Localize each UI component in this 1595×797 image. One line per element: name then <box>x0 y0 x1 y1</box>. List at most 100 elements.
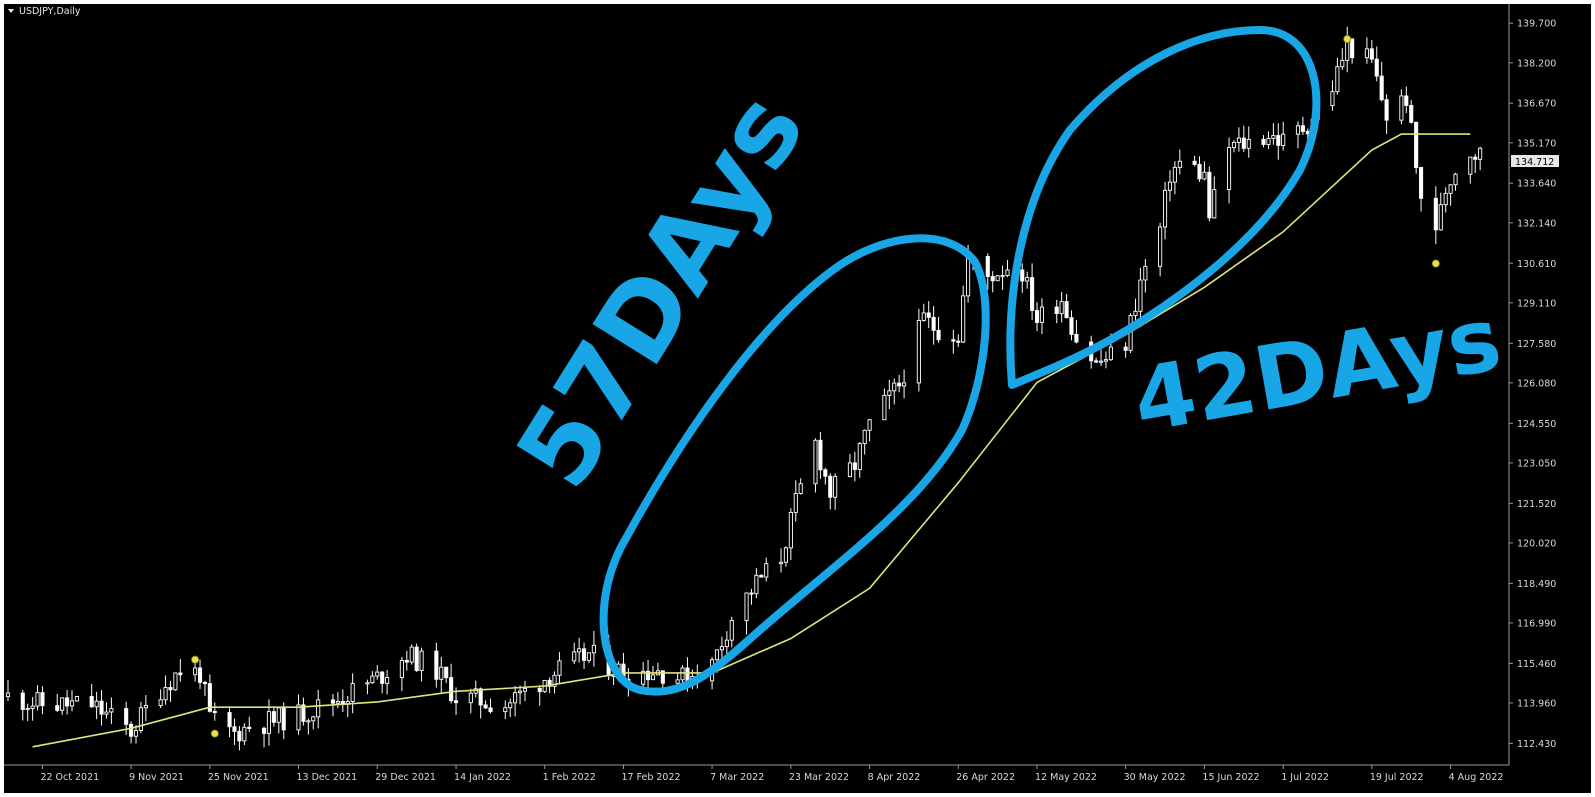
current-price-box <box>1511 155 1559 167</box>
candle <box>857 441 862 478</box>
candle-body <box>483 704 488 709</box>
candle-body <box>650 674 656 681</box>
time-tick-label: 29 Dec 2021 <box>375 772 436 783</box>
candle-body <box>1335 66 1340 93</box>
candle-body <box>1448 184 1453 194</box>
candle-body <box>399 660 404 678</box>
candle-body <box>74 696 79 702</box>
candle-body <box>1158 226 1163 267</box>
candle-body <box>104 711 109 715</box>
candle-body <box>1261 138 1266 145</box>
candle-body <box>271 711 276 723</box>
candle-body <box>1330 91 1335 107</box>
candle-body <box>646 670 651 681</box>
candle <box>178 658 183 682</box>
candle-body <box>936 329 941 341</box>
candle <box>478 687 483 719</box>
candle-body <box>1192 160 1197 165</box>
candle-body <box>990 276 995 282</box>
candle-body <box>350 683 355 702</box>
candle-body <box>862 429 867 445</box>
candle-body <box>60 697 65 711</box>
candle-body <box>1226 147 1232 191</box>
candle <box>902 369 907 399</box>
candle-body <box>778 561 784 565</box>
price-tick-label: 138.200 <box>1517 58 1556 69</box>
candle <box>1064 293 1069 319</box>
candle <box>168 680 173 702</box>
candle-body <box>951 339 956 342</box>
candle-body <box>1177 160 1182 168</box>
candle-body <box>1419 167 1424 199</box>
candle-body <box>749 592 754 595</box>
candle <box>1300 116 1305 136</box>
candle <box>513 686 518 717</box>
candle-body <box>916 320 921 384</box>
time-tick-label: 13 Dec 2021 <box>296 772 357 783</box>
candle <box>828 473 833 510</box>
candle <box>1473 154 1478 174</box>
candle-body <box>931 316 936 331</box>
candle-body <box>434 650 439 680</box>
candle <box>522 680 528 702</box>
candle <box>1409 100 1414 124</box>
candle <box>375 665 380 680</box>
candle-body <box>764 563 769 578</box>
candle <box>212 702 217 721</box>
candle <box>744 592 749 635</box>
candle <box>557 652 562 685</box>
candle-body <box>961 295 966 343</box>
candle-body <box>232 726 237 732</box>
candle <box>1123 342 1128 358</box>
candle-body <box>1197 163 1202 180</box>
candle <box>197 659 203 689</box>
candle <box>296 694 301 735</box>
candle <box>1069 310 1074 341</box>
collapse-arrow-icon[interactable] <box>8 9 14 13</box>
candle <box>271 706 276 727</box>
candle <box>729 616 734 648</box>
candle <box>133 725 139 744</box>
candle <box>897 374 902 393</box>
candle-body <box>995 275 1000 282</box>
candle <box>163 675 168 705</box>
candle-body <box>488 707 493 713</box>
candle-body <box>788 511 793 549</box>
candle-body <box>1468 156 1473 175</box>
candle <box>1369 39 1374 64</box>
candle-body <box>94 700 99 708</box>
candle-body <box>1069 317 1074 335</box>
candle <box>1266 131 1271 150</box>
candle <box>316 689 321 729</box>
candle-body <box>1246 138 1251 149</box>
candle-body <box>887 390 892 396</box>
candle <box>1207 166 1212 222</box>
candle <box>951 329 956 354</box>
candle-body <box>1162 189 1168 228</box>
candle-body <box>882 394 887 421</box>
candle-body <box>902 382 907 387</box>
time-tick-label: 26 Apr 2022 <box>956 772 1015 783</box>
candle-body <box>1364 48 1369 59</box>
candle <box>862 429 867 455</box>
candle <box>1094 357 1099 364</box>
candle-body <box>714 649 720 661</box>
candle <box>247 716 252 732</box>
candle <box>1098 349 1104 366</box>
candle <box>1143 258 1148 293</box>
candle <box>582 642 587 669</box>
candle-body <box>1000 275 1005 278</box>
price-tick-label: 118.490 <box>1517 579 1556 590</box>
candle <box>94 691 99 720</box>
candle <box>89 683 94 708</box>
candle-body <box>1453 173 1458 186</box>
candle-body <box>30 705 35 709</box>
candle <box>449 663 454 704</box>
candle <box>1226 137 1232 204</box>
candle <box>931 306 936 345</box>
candle <box>232 718 237 745</box>
candle <box>1005 260 1010 278</box>
candle <box>1000 265 1005 290</box>
candle-body <box>35 692 40 707</box>
